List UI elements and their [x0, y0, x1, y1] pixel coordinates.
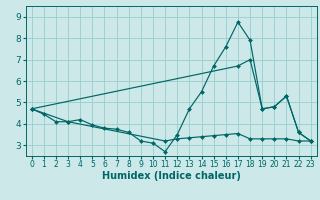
X-axis label: Humidex (Indice chaleur): Humidex (Indice chaleur)	[102, 171, 241, 181]
